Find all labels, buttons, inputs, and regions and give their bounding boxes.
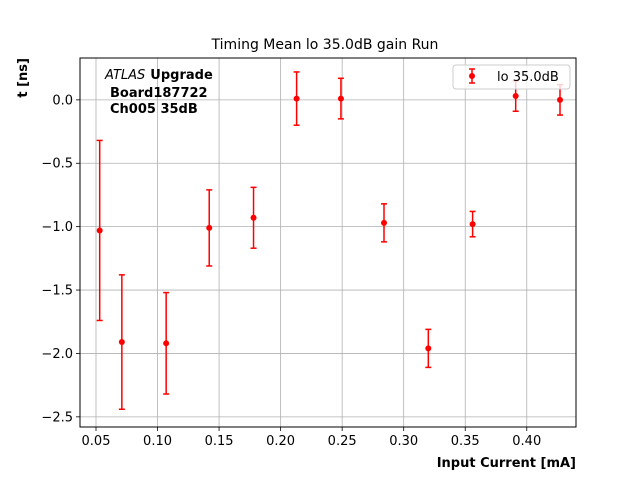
grid <box>80 58 576 427</box>
atlas-annotation: ATLAS Upgrade Board187722 Ch005 35dB <box>104 68 213 117</box>
annotation-atlas: ATLAS <box>104 68 145 83</box>
annotation-channel: Ch005 35dB <box>110 102 198 117</box>
data-point <box>293 95 300 102</box>
data-point <box>337 95 344 102</box>
x-axis-label: Input Current [mA] <box>437 456 576 471</box>
data-point <box>118 339 125 346</box>
data-point <box>512 93 519 100</box>
y-tick-label: −2.0 <box>41 347 73 362</box>
data-point <box>469 221 476 228</box>
y-tick-label: −2.5 <box>41 410 73 425</box>
x-tick-label: 0.25 <box>328 434 357 449</box>
x-tick-label: 0.20 <box>266 434 295 449</box>
data-point <box>163 340 170 347</box>
x-axis-ticks: 0.05 0.10 0.15 0.20 0.25 0.30 0.35 0.40 <box>82 427 541 449</box>
x-tick-label: 0.10 <box>143 434 172 449</box>
data-point <box>96 227 103 234</box>
y-axis-label: t [ns] <box>16 58 31 98</box>
data-point <box>425 345 432 352</box>
data-point <box>250 214 257 221</box>
chart-title: Timing Mean lo 35.0dB gain Run <box>211 37 439 53</box>
legend-label: lo 35.0dB <box>497 70 559 85</box>
y-tick-label: −0.5 <box>41 157 73 172</box>
legend: lo 35.0dB <box>452 64 571 90</box>
y-tick-label: −1.0 <box>41 220 73 235</box>
legend-box <box>452 64 571 90</box>
data-point <box>381 219 387 226</box>
data-point <box>206 224 213 231</box>
x-tick-label: 0.40 <box>512 434 541 449</box>
x-tick-label: 0.30 <box>389 434 418 449</box>
data-series <box>96 71 563 410</box>
annotation-upgrade: Upgrade <box>150 68 213 83</box>
y-axis-ticks: 0.0 −0.5 −1.0 −1.5 −2.0 −2.5 <box>41 93 80 425</box>
x-tick-label: 0.35 <box>451 434 480 449</box>
plot-frame <box>79 57 577 428</box>
legend-marker <box>469 68 475 84</box>
x-tick-label: 0.15 <box>205 434 234 449</box>
data-point <box>557 96 563 103</box>
y-tick-label: −1.5 <box>41 284 73 299</box>
x-tick-label: 0.05 <box>82 434 111 449</box>
annotation-board: Board187722 <box>110 86 208 101</box>
y-tick-label: 0.0 <box>52 93 73 108</box>
